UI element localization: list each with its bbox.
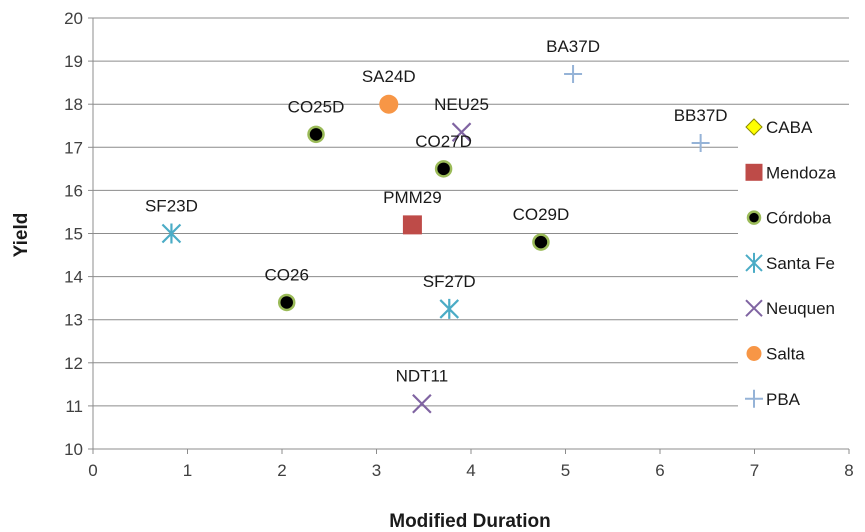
data-label: BA37D <box>546 37 600 56</box>
legend-label: PBA <box>766 390 801 409</box>
data-label: NDT11 <box>396 367 449 386</box>
legend-label: CABA <box>766 118 813 137</box>
x-tick-label: 5 <box>561 461 570 480</box>
x-tick-label: 0 <box>88 461 97 480</box>
y-tick-label: 17 <box>64 138 83 157</box>
gridlines <box>93 17 849 407</box>
data-label: SA24D <box>362 67 416 86</box>
legend-label: Mendoza <box>766 163 836 182</box>
legend-label: Neuquen <box>766 299 835 318</box>
data-label: SF27D <box>423 272 476 291</box>
data-point <box>277 293 296 312</box>
legend-label: Córdoba <box>766 209 832 228</box>
x-tick-label: 1 <box>183 461 192 480</box>
data-point <box>439 298 460 319</box>
data-label: SF23D <box>145 197 198 216</box>
x-tick-label: 3 <box>372 461 381 480</box>
data-label: BB37D <box>674 106 728 125</box>
x-tick-label: 4 <box>466 461 475 480</box>
x-tick-label: 8 <box>844 461 853 480</box>
data-label: PMM29 <box>383 188 442 207</box>
y-tick-label: 10 <box>64 440 83 459</box>
y-tick-label: 12 <box>64 354 83 373</box>
y-tick-label: 16 <box>64 181 83 200</box>
y-tick-label: 20 <box>64 9 83 28</box>
legend-marker <box>746 210 762 225</box>
legend-marker <box>746 346 762 361</box>
legend-marker <box>745 299 763 317</box>
data-point <box>402 215 422 235</box>
point-labels: PMM29 CO25D CO27D CO29D CO26 SF23D SF27D NEU25 N… <box>145 37 728 386</box>
data-point <box>379 94 399 114</box>
legend-label: Santa Fe <box>766 254 835 273</box>
legend-marker <box>745 252 763 273</box>
data-label: CO29D <box>513 205 570 224</box>
legend-label: Salta <box>766 345 805 364</box>
data-point <box>564 65 583 84</box>
y-tick-label: 19 <box>64 52 83 71</box>
data-label: CO25D <box>288 97 345 116</box>
data-label: CO26 <box>265 265 309 284</box>
legend-marker <box>745 163 763 181</box>
y-tick-label: 18 <box>64 95 83 114</box>
data-point <box>307 125 325 144</box>
y-tick-label: 15 <box>64 225 83 244</box>
data-point <box>451 122 472 142</box>
data-point <box>161 223 182 244</box>
legend: CABA Mendoza Córdoba Santa Fe Neuquen Salta PB… <box>738 112 865 412</box>
x-axis-title: Modified Duration <box>389 511 550 532</box>
x-tick-label: 2 <box>277 461 286 480</box>
legend-marker <box>745 389 763 408</box>
y-tick-label: 11 <box>65 397 83 416</box>
data-point <box>434 160 453 178</box>
data-point <box>412 393 432 414</box>
y-axis-title: Yield <box>11 213 32 258</box>
x-tick-label: 7 <box>750 461 759 480</box>
y-tick-label: 14 <box>64 268 83 287</box>
data-point <box>532 233 550 251</box>
data-points <box>161 65 710 414</box>
data-label: CO27D <box>415 132 472 151</box>
legend-marker <box>745 118 763 136</box>
y-tick-label: 13 <box>64 311 83 330</box>
data-label: NEU25 <box>434 95 489 114</box>
data-point <box>691 133 710 152</box>
legend-box <box>738 112 865 412</box>
x-tick-label: 6 <box>655 461 664 480</box>
axes <box>88 17 850 454</box>
